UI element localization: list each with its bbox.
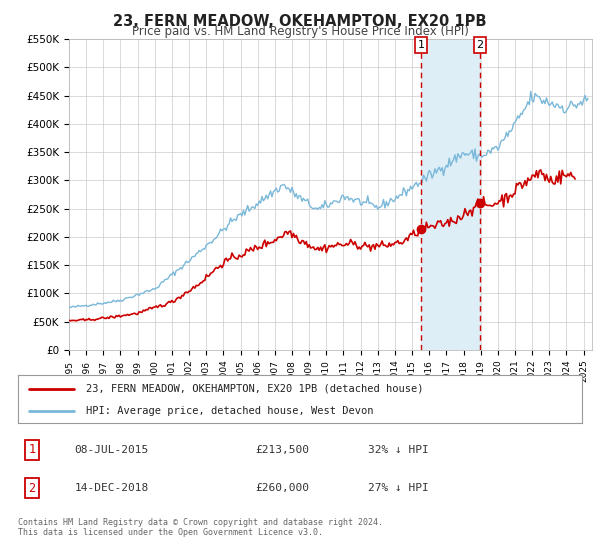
Bar xyxy=(421,39,480,350)
Text: 1: 1 xyxy=(29,444,35,456)
Text: 23, FERN MEADOW, OKEHAMPTON, EX20 1PB: 23, FERN MEADOW, OKEHAMPTON, EX20 1PB xyxy=(113,14,487,29)
Text: Price paid vs. HM Land Registry's House Price Index (HPI): Price paid vs. HM Land Registry's House … xyxy=(131,25,469,38)
Text: HPI: Average price, detached house, West Devon: HPI: Average price, detached house, West… xyxy=(86,406,373,416)
Text: 2: 2 xyxy=(476,40,484,50)
Text: 08-JUL-2015: 08-JUL-2015 xyxy=(74,445,149,455)
Text: Contains HM Land Registry data © Crown copyright and database right 2024.
This d: Contains HM Land Registry data © Crown c… xyxy=(18,518,383,538)
Text: 23, FERN MEADOW, OKEHAMPTON, EX20 1PB (detached house): 23, FERN MEADOW, OKEHAMPTON, EX20 1PB (d… xyxy=(86,384,423,394)
Text: 32% ↓ HPI: 32% ↓ HPI xyxy=(368,445,428,455)
Text: 14-DEC-2018: 14-DEC-2018 xyxy=(74,483,149,493)
Text: 2: 2 xyxy=(29,482,35,494)
Text: £213,500: £213,500 xyxy=(255,445,309,455)
Text: 27% ↓ HPI: 27% ↓ HPI xyxy=(368,483,428,493)
Text: £260,000: £260,000 xyxy=(255,483,309,493)
Text: 1: 1 xyxy=(418,40,425,50)
